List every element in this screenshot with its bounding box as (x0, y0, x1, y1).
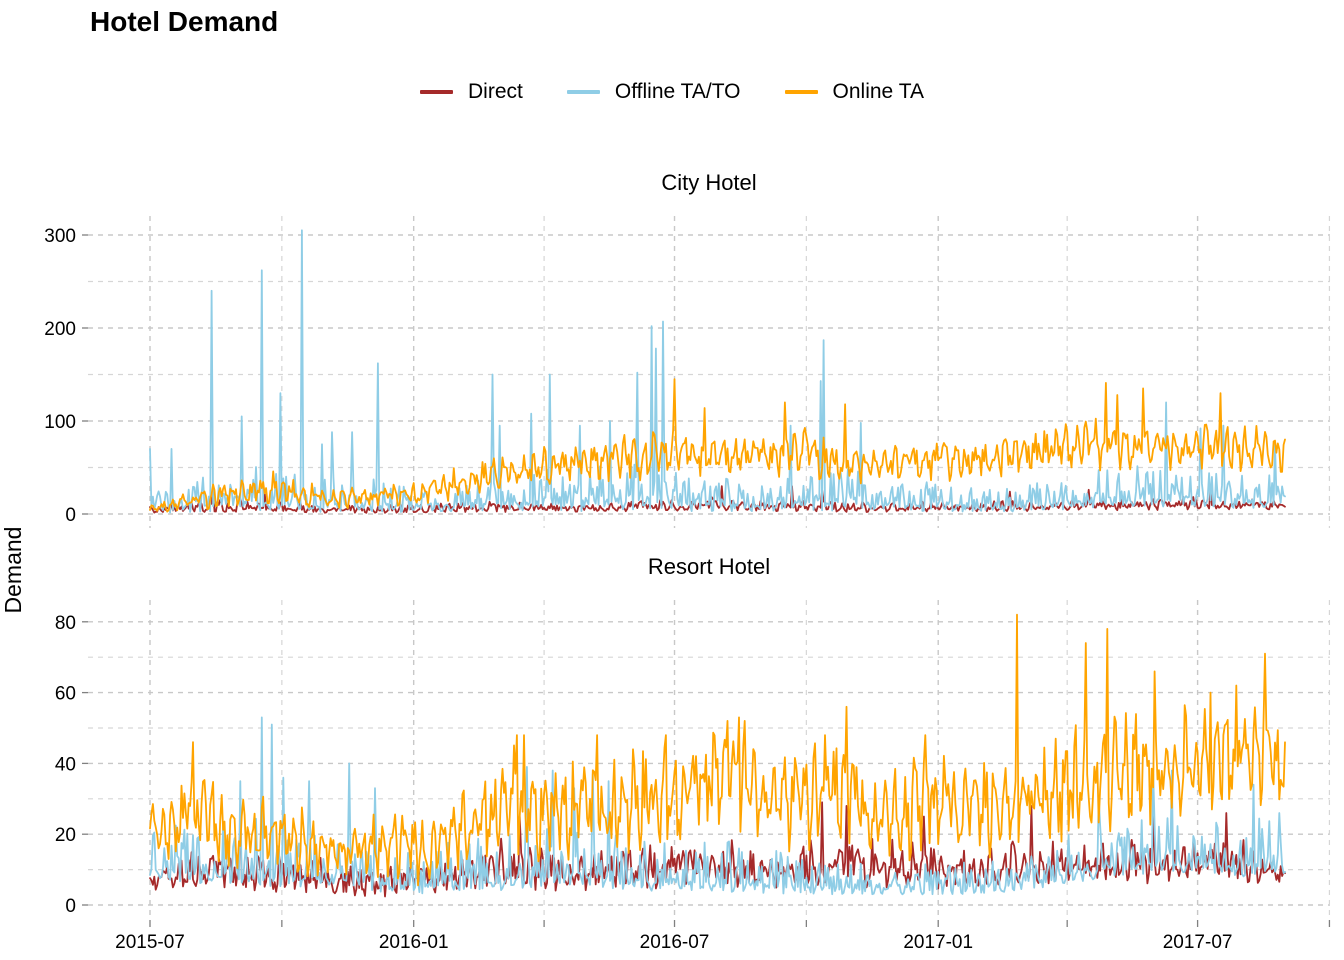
legend-item-online-ta: Online TA (784, 80, 924, 104)
legend-line-online-ta (784, 90, 818, 94)
x-tick-label: 2016-07 (640, 932, 710, 953)
y-tick-label: 60 (55, 684, 76, 705)
y-tick-label: 100 (44, 412, 76, 433)
legend: Direct Offline TA/TO Online TA (0, 80, 1344, 104)
x-tick-label: 2017-07 (1163, 932, 1233, 953)
legend-line-offline-ta-to (566, 90, 600, 94)
y-tick-label: 80 (55, 613, 76, 634)
facet-title-resort-hotel: Resort Hotel (647, 554, 771, 579)
x-tick-label: 2016-01 (379, 932, 449, 953)
x-tick-label: 2017-01 (903, 932, 973, 953)
y-tick-label: 40 (55, 754, 76, 775)
legend-line-direct (420, 90, 454, 94)
series-line-city-hotel-online-ta (149, 378, 1286, 513)
legend-label-offline-ta-to: Offline TA/TO (614, 80, 741, 103)
y-tick-label: 200 (44, 319, 76, 340)
y-tick-label: 0 (65, 896, 76, 917)
legend-item-offline-ta-to: Offline TA/TO (566, 80, 741, 104)
series-line-city-hotel-offline-ta-to (149, 229, 1286, 514)
legend-label-online-ta: Online TA (832, 80, 924, 103)
x-tick-label: 2015-07 (115, 932, 185, 953)
legend-label-direct: Direct (468, 80, 523, 103)
y-tick-label: 20 (55, 825, 76, 846)
y-axis-label: Demand (0, 526, 26, 614)
series-line-resort-hotel-online-ta (149, 613, 1286, 887)
facet-title-city-hotel: City Hotel (661, 170, 757, 195)
legend-item-direct: Direct (420, 80, 523, 104)
y-tick-label: 0 (65, 505, 76, 526)
page-title: Hotel Demand (90, 6, 279, 37)
y-tick-label: 300 (44, 226, 76, 247)
